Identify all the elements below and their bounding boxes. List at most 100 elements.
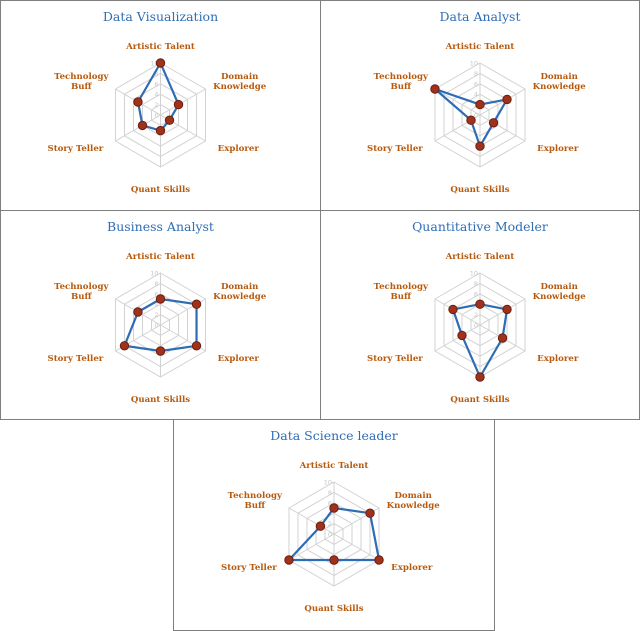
axis-label-explorer: Explorer bbox=[391, 563, 433, 573]
data-point-domain-knowledge bbox=[502, 304, 512, 315]
tick-label: 10 bbox=[470, 270, 478, 278]
tick-label: 8 bbox=[474, 280, 478, 288]
axis-label-technology-buff: Technology Buff bbox=[228, 491, 283, 511]
data-point-domain-knowledge bbox=[502, 94, 512, 105]
axis-label-explorer: Explorer bbox=[537, 144, 579, 154]
axis-label-technology-buff: Technology Buff bbox=[374, 282, 429, 302]
chart-title: Data Analyst bbox=[440, 9, 521, 24]
data-point-explorer bbox=[191, 341, 202, 351]
axis-label-technology-buff: Technology Buff bbox=[374, 72, 429, 92]
tick-label: 6 bbox=[474, 290, 478, 298]
data-point-explorer bbox=[488, 118, 499, 128]
axis-label-story-teller: Story Teller bbox=[48, 354, 104, 364]
data-point-story-teller bbox=[457, 330, 467, 341]
axis-spoke bbox=[479, 298, 526, 326]
tick-label: 2 bbox=[474, 311, 478, 319]
axis-label-artistic-talent: Artistic Talent bbox=[125, 42, 195, 52]
axis-label-explorer: Explorer bbox=[218, 144, 260, 154]
axis-label-artistic-talent: Artistic Talent bbox=[299, 461, 369, 471]
axis-label-domain-knowledge: Domain Knowledge bbox=[387, 491, 441, 511]
axis-spoke bbox=[434, 298, 481, 326]
axis-label-quant-skills: Quant Skills bbox=[131, 185, 190, 195]
axis-label-artistic-talent: Artistic Talent bbox=[445, 252, 515, 262]
tick-label: 10 bbox=[150, 270, 158, 278]
axis-label-domain-knowledge: Domain Knowledge bbox=[213, 72, 267, 92]
tick-label: 6 bbox=[474, 80, 478, 88]
data-point-artistic-talent bbox=[329, 503, 339, 513]
data-point-quant-skills bbox=[329, 555, 339, 565]
tick-label: 10 bbox=[470, 60, 478, 68]
tick-label: 6 bbox=[154, 290, 158, 298]
tick-label: 2 bbox=[154, 311, 158, 319]
axis-spoke bbox=[160, 88, 206, 116]
tick-label: 0 bbox=[474, 112, 478, 120]
tick-label: 6 bbox=[154, 80, 158, 88]
data-point-artistic-talent bbox=[155, 58, 166, 68]
data-point-story-teller bbox=[137, 120, 148, 131]
tick-label: 8 bbox=[154, 70, 158, 78]
data-point-artistic-talent bbox=[155, 294, 166, 304]
data-point-quant-skills bbox=[475, 141, 485, 151]
data-point-story-teller bbox=[466, 115, 476, 125]
axis-spoke bbox=[434, 88, 481, 116]
axis-spoke bbox=[479, 88, 526, 116]
chart-title: Quantitative Modeler bbox=[412, 219, 548, 234]
chart-panel-data-visualization: Data Visualization 0 2 4 6 8 10 Artistic Talent… bbox=[0, 0, 321, 211]
axis-spoke bbox=[288, 533, 335, 561]
tick-label: 0 bbox=[154, 112, 158, 120]
data-point-domain-knowledge bbox=[365, 508, 375, 518]
axis-label-technology-buff: Technology Buff bbox=[54, 282, 109, 302]
axis-spoke bbox=[434, 324, 481, 352]
axis-spoke bbox=[288, 507, 335, 535]
data-point-quant-skills bbox=[155, 125, 166, 136]
data-point-technology-buff bbox=[430, 84, 440, 94]
tick-label: 4 bbox=[474, 91, 478, 99]
tick-label: 2 bbox=[328, 520, 332, 528]
radar-chart: Quantitative Modeler0246810Artistic Tale… bbox=[367, 219, 587, 405]
axis-label-explorer: Explorer bbox=[218, 354, 260, 364]
chart-title: Data Visualization bbox=[103, 9, 218, 24]
tick-label: 6 bbox=[328, 499, 332, 507]
chart-panel-data-science-leader: Data Science leader 0 2 4 6 8 10 Artistic Talen… bbox=[173, 419, 495, 631]
axis-label-domain-knowledge: Domain Knowledge bbox=[533, 282, 587, 302]
axis-label-quant-skills: Quant Skills bbox=[450, 185, 509, 195]
data-point-story-teller bbox=[284, 555, 294, 565]
chart-title: Business Analyst bbox=[107, 219, 214, 234]
tick-label: 0 bbox=[328, 531, 332, 539]
radar-chart: Data Visualization 0 2 4 6 8 10 Artistic Talent… bbox=[48, 9, 267, 195]
tick-label: 8 bbox=[154, 280, 158, 288]
chart-panel-business-analyst: Business Analyst 0 2 4 6 8 10 Artistic Talent Do… bbox=[0, 210, 321, 420]
data-point-artistic-talent bbox=[475, 299, 485, 309]
axis-label-quant-skills: Quant Skills bbox=[450, 395, 509, 405]
data-point-explorer bbox=[164, 115, 175, 125]
data-point-technology-buff bbox=[133, 307, 143, 317]
axis-spoke bbox=[479, 114, 526, 142]
data-point-technology-buff bbox=[315, 521, 326, 531]
axis-label-quant-skills: Quant Skills bbox=[304, 604, 363, 614]
tick-label: 10 bbox=[324, 479, 332, 487]
tick-label: 8 bbox=[328, 489, 332, 497]
axis-spoke bbox=[333, 533, 380, 561]
chart-panel-quantitative-modeler: Quantitative Modeler0246810Artistic Tale… bbox=[320, 210, 640, 420]
data-point-explorer bbox=[374, 555, 384, 565]
axis-label-domain-knowledge: Domain Knowledge bbox=[213, 282, 267, 302]
chart-title: Data Science leader bbox=[270, 428, 398, 443]
tick-label: 2 bbox=[154, 101, 158, 109]
data-point-story-teller bbox=[119, 341, 130, 351]
tick-label: 4 bbox=[154, 91, 158, 99]
tick-label: 0 bbox=[154, 322, 158, 330]
data-point-artistic-talent bbox=[475, 99, 485, 110]
data-point-quant-skills bbox=[155, 346, 166, 356]
axis-label-story-teller: Story Teller bbox=[221, 563, 277, 573]
axis-spoke bbox=[115, 114, 161, 142]
data-point-domain-knowledge bbox=[191, 299, 202, 309]
axis-label-artistic-talent: Artistic Talent bbox=[445, 42, 515, 52]
tick-label: 8 bbox=[474, 70, 478, 78]
data-point-technology-buff bbox=[448, 304, 458, 315]
axis-label-domain-knowledge: Domain Knowledge bbox=[533, 72, 587, 92]
data-point-domain-knowledge bbox=[173, 99, 184, 110]
axis-label-story-teller: Story Teller bbox=[367, 354, 423, 364]
